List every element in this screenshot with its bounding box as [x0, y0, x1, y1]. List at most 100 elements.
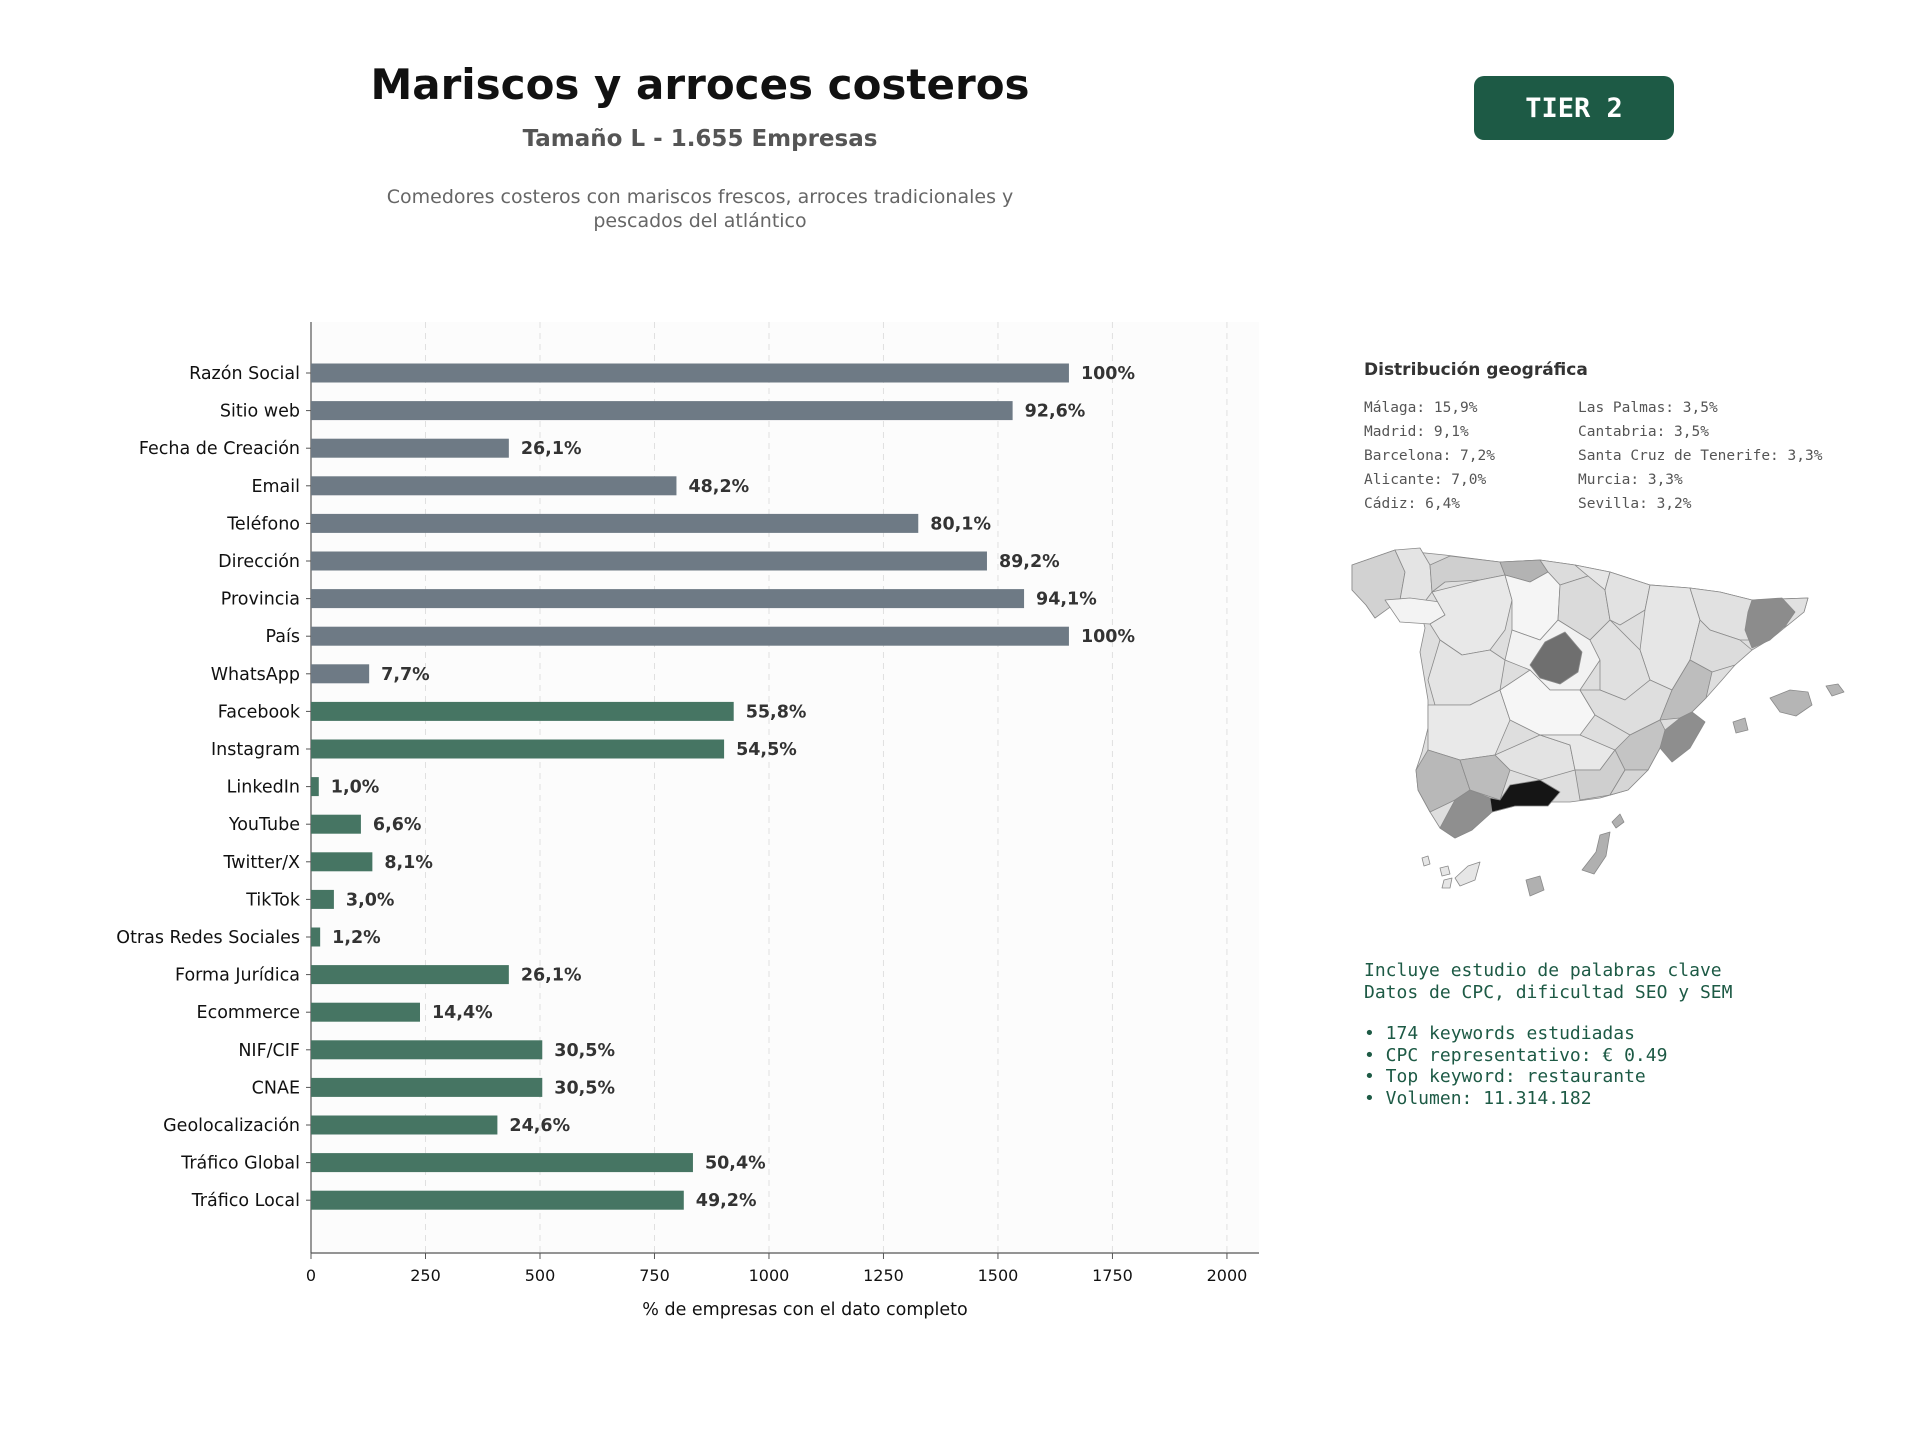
category-label: Geolocalización [163, 1116, 300, 1136]
data-label: 94,1% [1036, 590, 1097, 610]
bar [311, 513, 919, 533]
x-tick-label: 0 [306, 1266, 316, 1285]
bar [311, 1115, 498, 1135]
category-label: TikTok [245, 890, 301, 910]
data-label: 26,1% [521, 439, 582, 459]
data-label: 14,4% [432, 1003, 493, 1023]
data-label: 50,4% [705, 1154, 766, 1174]
bar [311, 1190, 684, 1210]
bar [311, 889, 334, 909]
category-label: Fecha de Creación [139, 439, 300, 459]
page-description: Comedores costeros con mariscos frescos,… [340, 185, 1060, 233]
map-malaga [1489, 779, 1561, 813]
seo-bullet: • 174 keywords estudiadas [1364, 1023, 1635, 1044]
bar [311, 626, 1069, 646]
geo-item: Las Palmas: 3,5% [1578, 400, 1718, 416]
data-label: 49,2% [696, 1191, 757, 1211]
geo-item: Cantabria: 3,5% [1578, 424, 1709, 440]
category-label: YouTube [228, 815, 300, 835]
category-label: NIF/CIF [238, 1041, 300, 1061]
data-label: 8,1% [384, 853, 433, 873]
bar [311, 476, 677, 496]
seo-bullet: • CPC representativo: € 0.49 [1364, 1044, 1668, 1066]
geo-item: Madrid: 9,1% [1364, 424, 1469, 440]
data-label: 92,6% [1025, 402, 1086, 422]
bar [311, 1077, 543, 1097]
data-label: 1,0% [331, 778, 380, 798]
x-tick-label: 1750 [1092, 1266, 1133, 1285]
bar [311, 701, 734, 721]
category-label: Razón Social [189, 364, 300, 384]
bar [311, 1040, 543, 1060]
spain-map [1351, 547, 1845, 897]
geo-item: Barcelona: 7,2% [1364, 448, 1495, 464]
bar [311, 965, 509, 985]
data-label: 6,6% [373, 815, 422, 835]
bar [311, 551, 987, 571]
x-tick-label: 750 [639, 1266, 670, 1285]
seo-line-2: Datos de CPC, dificultad SEO y SEM [1364, 981, 1733, 1003]
bar [311, 1153, 693, 1173]
geo-distribution-panel: Distribución geográfica Málaga: 15,9% La… [1364, 360, 1884, 512]
x-tick-label: 1000 [749, 1266, 790, 1285]
data-label: 100% [1081, 364, 1135, 384]
geo-item: Cádiz: 6,4% [1364, 496, 1461, 512]
category-label: Ecommerce [197, 1003, 300, 1023]
seo-bullet: • Volumen: 11.314.182 [1364, 1087, 1592, 1109]
category-label: LinkedIn [227, 778, 300, 798]
tier-badge: TIER 2 [1474, 76, 1674, 140]
plot-area [311, 322, 1259, 1253]
bar-chart: 0 250 500 750 1000 1250 1500 1750 2000 Razón Soci… [116, 322, 1259, 1320]
map-tenerife [1454, 861, 1481, 887]
x-tick-label: 1250 [863, 1266, 904, 1285]
bar [311, 814, 361, 834]
seo-bullet: • Top keyword: restaurante [1364, 1066, 1646, 1087]
bar [311, 739, 725, 759]
bar [311, 927, 321, 947]
data-label: 3,0% [346, 890, 395, 910]
bar [311, 777, 319, 797]
page-subtitle: Tamaño L - 1.655 Empresas [522, 126, 878, 152]
data-label: 30,5% [554, 1078, 615, 1098]
category-label: Teléfono [226, 514, 300, 534]
geo-item: Málaga: 15,9% [1364, 400, 1478, 416]
geo-title: Distribución geográfica [1364, 360, 1588, 380]
data-label: 100% [1081, 627, 1135, 647]
map-madrid [1529, 631, 1583, 685]
bar [311, 363, 1069, 383]
description-line-1: Comedores costeros con mariscos frescos,… [386, 186, 1014, 208]
map-cadiz [1439, 789, 1493, 839]
page-title: Mariscos y arroces costeros [370, 60, 1030, 109]
seo-line-1: Incluye estudio de palabras clave [1364, 960, 1722, 981]
x-tick-label: 500 [525, 1266, 556, 1285]
x-tick-label: 1500 [978, 1266, 1019, 1285]
category-label: Tráfico Global [180, 1154, 300, 1174]
category-label: Instagram [211, 740, 300, 760]
category-label: WhatsApp [211, 665, 300, 685]
data-label: 30,5% [554, 1041, 615, 1061]
map-barcelona [1744, 597, 1796, 649]
bar [311, 438, 509, 458]
category-label: Otras Redes Sociales [116, 928, 300, 948]
x-tick-label: 2000 [1207, 1266, 1248, 1285]
map-gran-canaria [1525, 875, 1545, 897]
seo-panel: Incluye estudio de palabras clave Datos … [1364, 960, 1884, 1109]
category-label: Twitter/X [222, 853, 300, 873]
map-mallorca [1769, 689, 1813, 717]
category-label: Sitio web [220, 402, 300, 422]
bar [311, 1002, 420, 1022]
category-label: País [266, 627, 300, 647]
data-label: 7,7% [381, 665, 430, 685]
data-label: 89,2% [999, 552, 1060, 572]
geo-item: Murcia: 3,3% [1578, 472, 1683, 488]
bar [311, 664, 370, 684]
data-label: 80,1% [930, 514, 991, 534]
x-axis-label: % de empresas con el dato completo [642, 1300, 967, 1320]
category-label: CNAE [252, 1078, 300, 1098]
geo-item: Santa Cruz de Tenerife: 3,3% [1578, 448, 1823, 464]
description-line-2: pescados del atlántico [593, 210, 807, 232]
bar [311, 589, 1025, 609]
category-label: Facebook [218, 702, 301, 722]
data-label: 26,1% [521, 966, 582, 986]
data-label: 55,8% [746, 702, 807, 722]
